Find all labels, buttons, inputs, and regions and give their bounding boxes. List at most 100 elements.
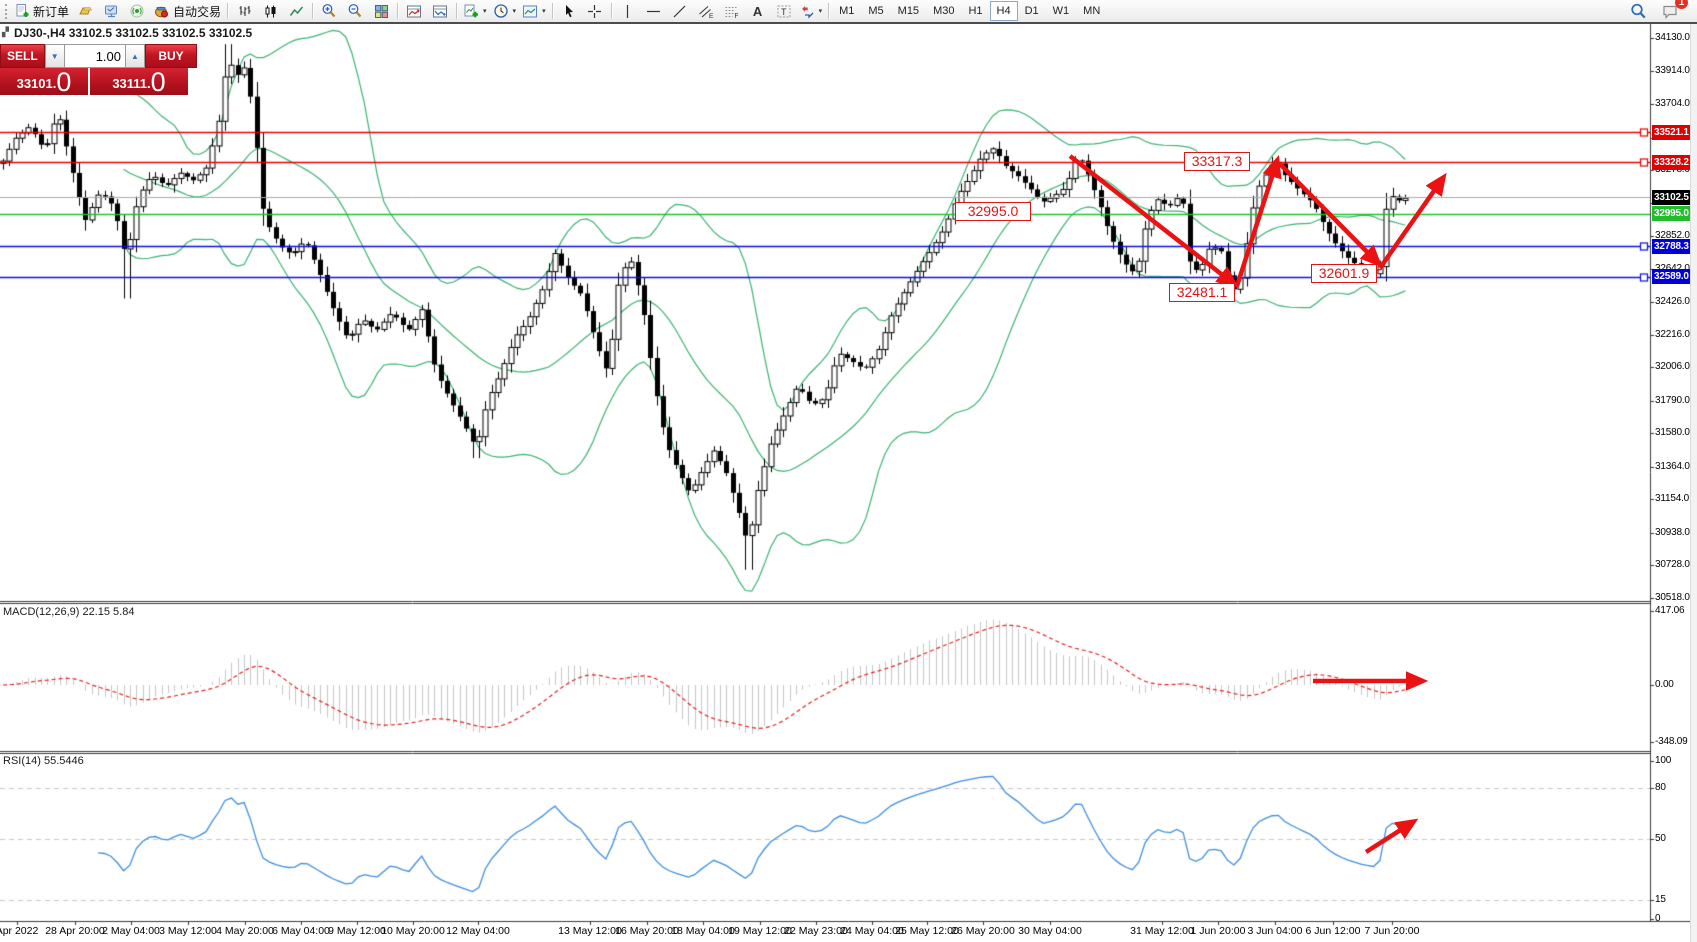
price-annotation-label[interactable]: 32995.0 <box>955 202 1031 221</box>
date-tick-label[interactable]: 30 May 04:00 <box>1018 925 1082 937</box>
period-clock-button[interactable]: ▾ <box>490 0 520 22</box>
horizontal-line-tool-button[interactable] <box>641 0 667 22</box>
right-scrollbar[interactable] <box>1690 24 1697 942</box>
template-button[interactable]: ▾ <box>519 0 549 22</box>
price-annotation-label[interactable]: 33317.3 <box>1184 152 1250 171</box>
sell-button[interactable]: SELL <box>0 44 45 68</box>
volume-decrease-button[interactable]: ▼ <box>44 44 65 68</box>
remote-terminal-button[interactable] <box>98 0 124 22</box>
date-tick-label[interactable]: 16 May 20:00 <box>615 925 679 937</box>
date-tick-label[interactable]: 10 May 20:00 <box>381 925 445 937</box>
one-click-trading-panel: SELL ▼ ▲ BUY 33101.0 33111.0 <box>0 44 197 95</box>
price-level-label: 33521.1 <box>1652 124 1695 140</box>
date-tick-label[interactable]: 6 May 04:00 <box>272 925 330 937</box>
new-order-label: 新订单 <box>33 4 70 19</box>
timeframe-M5[interactable]: M5 <box>868 5 884 17</box>
timeframe-H1[interactable]: H1 <box>968 5 983 17</box>
price-tick-label: 31364.0 <box>1655 460 1690 472</box>
rsi-tick-label: 80 <box>1655 782 1666 793</box>
timeframe-M1[interactable]: M1 <box>839 5 855 17</box>
equidistant-channel-tool-button[interactable]: E <box>693 0 719 22</box>
price-tick-label: 33704.0 <box>1655 98 1690 110</box>
date-tick-label[interactable]: Apr 2022 <box>0 925 39 937</box>
signals-button[interactable] <box>124 0 150 22</box>
price-annotation-label[interactable]: 32601.9 <box>1311 264 1377 283</box>
date-tick-label[interactable]: 6 Jun 12:00 <box>1305 925 1361 937</box>
zoom-in-button[interactable] <box>316 0 342 22</box>
sell-price-display[interactable]: 33101. 0 <box>0 68 88 95</box>
buy-price-main: 33111 <box>112 76 148 91</box>
date-tick-label[interactable]: 7 Jun 20:00 <box>1364 925 1420 937</box>
price-annotation-label[interactable]: 32481.1 <box>1169 283 1235 302</box>
dropdown-caret-icon: ▾ <box>483 8 487 15</box>
date-tick-label[interactable]: 25 May 12:00 <box>895 925 959 937</box>
text-label-tool-button[interactable]: T <box>771 0 797 22</box>
timeframe-D1[interactable]: D1 <box>1024 5 1039 17</box>
price-tick-label: 34130.0 <box>1655 32 1690 43</box>
date-tick-label[interactable]: 1 Jun 20:00 <box>1190 925 1246 937</box>
symbol-header: DJ30-,H4 33102.5 33102.5 33102.5 33102.5 <box>14 26 253 40</box>
indicator-window-alt-button[interactable] <box>427 0 453 22</box>
date-tick-label[interactable]: 4 May 20:00 <box>216 925 274 937</box>
search-button[interactable] <box>1625 0 1651 22</box>
candlestick-chart-button[interactable] <box>257 0 283 22</box>
price-chart-canvas[interactable] <box>0 24 1697 942</box>
zoom-in-icon <box>322 4 336 18</box>
buy-button[interactable]: BUY <box>145 44 197 68</box>
date-tick-label[interactable]: 3 Jun 04:00 <box>1247 925 1303 937</box>
text-tool-button[interactable]: A <box>745 0 771 22</box>
timeframe-M30[interactable]: M30 <box>933 5 955 17</box>
svg-text:T: T <box>781 7 787 17</box>
date-tick-label[interactable]: 19 May 12:00 <box>728 925 792 937</box>
date-tick-label[interactable]: 9 May 12:00 <box>328 925 386 937</box>
date-tick-label[interactable]: 3 May 12:00 <box>159 925 217 937</box>
arrows-tool-button[interactable]: ▾ <box>797 0 826 22</box>
price-tick-label: 32006.0 <box>1655 361 1690 373</box>
notifications-button[interactable]: 1 <box>1657 0 1688 22</box>
add-indicator-button[interactable]: ▾ <box>460 0 490 22</box>
date-tick-label[interactable]: 2 May 04:00 <box>102 925 160 937</box>
bar-chart-button[interactable] <box>231 0 257 22</box>
vertical-line-tool-button[interactable] <box>615 0 641 22</box>
toolbar-separator <box>828 3 830 19</box>
horizontal-line-icon <box>647 10 661 12</box>
tile-windows-button[interactable] <box>368 0 394 22</box>
price-tick-label: 30518.0 <box>1655 592 1690 603</box>
new-order-button[interactable]: 新订单 <box>11 0 72 22</box>
text-tool-icon: A <box>752 3 763 19</box>
zoom-out-button[interactable] <box>342 0 368 22</box>
date-tick-label[interactable]: 13 May 12:00 <box>558 925 622 937</box>
date-tick-label[interactable]: 12 May 04:00 <box>446 925 510 937</box>
toolbar-separator <box>227 3 229 19</box>
date-tick-label[interactable]: 26 May 20:00 <box>951 925 1015 937</box>
buy-price-big-digit: 0 <box>150 68 166 96</box>
indicator-window-icon <box>407 5 422 17</box>
crosshair-button[interactable] <box>582 0 608 22</box>
line-chart-button[interactable] <box>283 0 309 22</box>
date-tick-label[interactable]: 28 Apr 20:00 <box>45 925 105 937</box>
autotrading-button[interactable]: 自动交易 <box>150 0 224 22</box>
date-tick-label[interactable]: 24 May 04:00 <box>840 925 904 937</box>
indicator-window-button[interactable] <box>401 0 427 22</box>
dropdown-caret-icon: ▾ <box>818 8 823 15</box>
date-tick-label[interactable]: 22 May 23:00 <box>784 925 848 937</box>
volume-input[interactable] <box>64 44 125 68</box>
down-caret-icon: ▼ <box>50 51 59 61</box>
fibonacci-tool-button[interactable]: F <box>719 0 745 22</box>
timeframe-H4[interactable]: H4 <box>989 1 1018 21</box>
buy-price-display[interactable]: 33111. 0 <box>90 68 188 95</box>
up-caret-icon: ▲ <box>131 51 139 61</box>
add-indicator-icon <box>464 4 479 18</box>
timeframe-W1[interactable]: W1 <box>1052 5 1070 17</box>
date-tick-label[interactable]: 18 May 04:00 <box>671 925 735 937</box>
trendline-tool-button[interactable] <box>667 0 693 22</box>
gold-ingot-button[interactable] <box>72 0 98 22</box>
search-icon <box>1631 3 1646 18</box>
timeframe-MN[interactable]: MN <box>1083 5 1101 17</box>
date-tick-label[interactable]: 31 May 12:00 <box>1130 925 1194 937</box>
price-level-label: 32589.0 <box>1652 269 1695 285</box>
zoom-out-icon <box>348 4 362 18</box>
cursor-button[interactable] <box>556 0 582 22</box>
timeframe-M15[interactable]: M15 <box>897 5 920 17</box>
volume-increase-button[interactable]: ▲ <box>125 44 145 68</box>
